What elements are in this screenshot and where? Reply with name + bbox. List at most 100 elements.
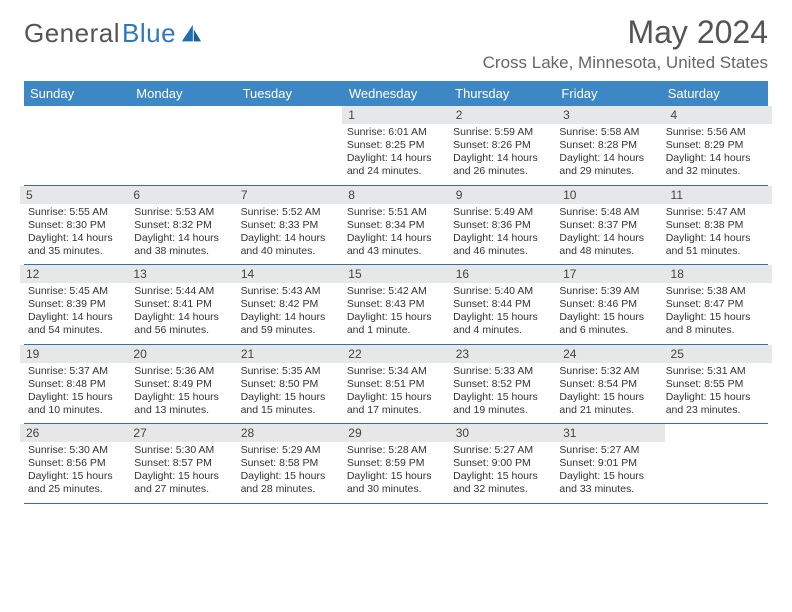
day-details: Sunrise: 5:27 AMSunset: 9:01 PMDaylight:… — [559, 444, 657, 497]
day-number: 18 — [665, 265, 772, 283]
day-number: 2 — [450, 106, 557, 124]
day-number: 4 — [665, 106, 772, 124]
day-number: 19 — [20, 345, 127, 363]
day-cell: Sunrise: 5:36 AMSunset: 8:49 PMDaylight:… — [130, 365, 236, 424]
day-number: 27 — [127, 424, 234, 442]
day-number-row: 567891011 — [20, 186, 772, 204]
day-details: Sunrise: 5:49 AMSunset: 8:36 PMDaylight:… — [453, 206, 551, 259]
day-details: Sunrise: 5:32 AMSunset: 8:54 PMDaylight:… — [559, 365, 657, 418]
day-cell: Sunrise: 5:42 AMSunset: 8:43 PMDaylight:… — [343, 285, 449, 344]
day-number: 16 — [450, 265, 557, 283]
dow-friday: Friday — [555, 81, 661, 106]
day-number-row: 1234 — [20, 106, 772, 124]
day-number — [235, 106, 342, 124]
day-cell: Sunrise: 5:39 AMSunset: 8:46 PMDaylight:… — [555, 285, 661, 344]
day-cell: Sunrise: 5:49 AMSunset: 8:36 PMDaylight:… — [449, 206, 555, 265]
logo-word1: General — [24, 18, 120, 49]
day-details: Sunrise: 5:59 AMSunset: 8:26 PMDaylight:… — [453, 126, 551, 179]
day-cell: Sunrise: 5:51 AMSunset: 8:34 PMDaylight:… — [343, 206, 449, 265]
day-cell: Sunrise: 5:35 AMSunset: 8:50 PMDaylight:… — [237, 365, 343, 424]
day-cell: Sunrise: 5:44 AMSunset: 8:41 PMDaylight:… — [130, 285, 236, 344]
day-details: Sunrise: 5:58 AMSunset: 8:28 PMDaylight:… — [559, 126, 657, 179]
day-cell: Sunrise: 5:34 AMSunset: 8:51 PMDaylight:… — [343, 365, 449, 424]
day-details: Sunrise: 5:33 AMSunset: 8:52 PMDaylight:… — [453, 365, 551, 418]
day-details: Sunrise: 5:36 AMSunset: 8:49 PMDaylight:… — [134, 365, 232, 418]
day-cell: Sunrise: 5:55 AMSunset: 8:30 PMDaylight:… — [24, 206, 130, 265]
dow-saturday: Saturday — [662, 81, 768, 106]
day-number: 1 — [342, 106, 449, 124]
day-cell: Sunrise: 5:59 AMSunset: 8:26 PMDaylight:… — [449, 126, 555, 185]
title-block: May 2024 Cross Lake, Minnesota, United S… — [483, 14, 768, 73]
day-details: Sunrise: 5:53 AMSunset: 8:32 PMDaylight:… — [134, 206, 232, 259]
day-number: 20 — [127, 345, 234, 363]
week-row: 19202122232425Sunrise: 5:37 AMSunset: 8:… — [24, 345, 768, 425]
day-details: Sunrise: 5:39 AMSunset: 8:46 PMDaylight:… — [559, 285, 657, 338]
day-cell: Sunrise: 5:58 AMSunset: 8:28 PMDaylight:… — [555, 126, 661, 185]
day-details: Sunrise: 5:55 AMSunset: 8:30 PMDaylight:… — [28, 206, 126, 259]
calendar-page: General Blue May 2024 Cross Lake, Minnes… — [0, 0, 792, 612]
day-cell: Sunrise: 5:47 AMSunset: 8:38 PMDaylight:… — [662, 206, 768, 265]
calendar: SundayMondayTuesdayWednesdayThursdayFrid… — [24, 81, 768, 504]
sail-icon — [180, 23, 202, 45]
day-number: 9 — [450, 186, 557, 204]
week-row: 262728293031Sunrise: 5:30 AMSunset: 8:56… — [24, 424, 768, 504]
day-cell — [130, 126, 236, 185]
day-cell — [237, 126, 343, 185]
day-number: 14 — [235, 265, 342, 283]
logo: General Blue — [24, 18, 202, 49]
day-cell: Sunrise: 5:40 AMSunset: 8:44 PMDaylight:… — [449, 285, 555, 344]
day-number: 7 — [235, 186, 342, 204]
day-number: 5 — [20, 186, 127, 204]
location: Cross Lake, Minnesota, United States — [483, 53, 768, 73]
day-details: Sunrise: 5:38 AMSunset: 8:47 PMDaylight:… — [666, 285, 764, 338]
day-number — [665, 424, 772, 442]
day-cell: Sunrise: 5:31 AMSunset: 8:55 PMDaylight:… — [662, 365, 768, 424]
dow-tuesday: Tuesday — [237, 81, 343, 106]
dow-monday: Monday — [130, 81, 236, 106]
day-body-row: Sunrise: 5:55 AMSunset: 8:30 PMDaylight:… — [24, 206, 768, 265]
day-number: 11 — [665, 186, 772, 204]
day-details: Sunrise: 5:28 AMSunset: 8:59 PMDaylight:… — [347, 444, 445, 497]
week-row: 1234Sunrise: 6:01 AMSunset: 8:25 PMDayli… — [24, 106, 768, 186]
day-number: 15 — [342, 265, 449, 283]
day-details: Sunrise: 5:52 AMSunset: 8:33 PMDaylight:… — [241, 206, 339, 259]
day-cell: Sunrise: 5:48 AMSunset: 8:37 PMDaylight:… — [555, 206, 661, 265]
day-details: Sunrise: 5:45 AMSunset: 8:39 PMDaylight:… — [28, 285, 126, 338]
day-number: 8 — [342, 186, 449, 204]
day-cell: Sunrise: 5:43 AMSunset: 8:42 PMDaylight:… — [237, 285, 343, 344]
month-title: May 2024 — [483, 14, 768, 51]
day-details: Sunrise: 5:47 AMSunset: 8:38 PMDaylight:… — [666, 206, 764, 259]
day-body-row: Sunrise: 6:01 AMSunset: 8:25 PMDaylight:… — [24, 126, 768, 185]
day-details: Sunrise: 5:37 AMSunset: 8:48 PMDaylight:… — [28, 365, 126, 418]
day-number: 22 — [342, 345, 449, 363]
dow-sunday: Sunday — [24, 81, 130, 106]
day-cell: Sunrise: 5:30 AMSunset: 8:57 PMDaylight:… — [130, 444, 236, 503]
day-details: Sunrise: 5:31 AMSunset: 8:55 PMDaylight:… — [666, 365, 764, 418]
day-number: 3 — [557, 106, 664, 124]
day-number: 26 — [20, 424, 127, 442]
day-cell: Sunrise: 5:27 AMSunset: 9:01 PMDaylight:… — [555, 444, 661, 503]
day-cell: Sunrise: 6:01 AMSunset: 8:25 PMDaylight:… — [343, 126, 449, 185]
day-details: Sunrise: 5:42 AMSunset: 8:43 PMDaylight:… — [347, 285, 445, 338]
day-number: 30 — [450, 424, 557, 442]
day-details: Sunrise: 5:51 AMSunset: 8:34 PMDaylight:… — [347, 206, 445, 259]
day-number-row: 19202122232425 — [20, 345, 772, 363]
day-details: Sunrise: 5:48 AMSunset: 8:37 PMDaylight:… — [559, 206, 657, 259]
day-number-row: 262728293031 — [20, 424, 772, 442]
week-row: 567891011Sunrise: 5:55 AMSunset: 8:30 PM… — [24, 186, 768, 266]
day-number: 28 — [235, 424, 342, 442]
week-row: 12131415161718Sunrise: 5:45 AMSunset: 8:… — [24, 265, 768, 345]
day-cell: Sunrise: 5:56 AMSunset: 8:29 PMDaylight:… — [662, 126, 768, 185]
day-cell: Sunrise: 5:52 AMSunset: 8:33 PMDaylight:… — [237, 206, 343, 265]
day-cell: Sunrise: 5:53 AMSunset: 8:32 PMDaylight:… — [130, 206, 236, 265]
day-cell: Sunrise: 5:28 AMSunset: 8:59 PMDaylight:… — [343, 444, 449, 503]
day-number: 25 — [665, 345, 772, 363]
day-number: 13 — [127, 265, 234, 283]
day-cell: Sunrise: 5:27 AMSunset: 9:00 PMDaylight:… — [449, 444, 555, 503]
day-cell: Sunrise: 5:38 AMSunset: 8:47 PMDaylight:… — [662, 285, 768, 344]
dow-wednesday: Wednesday — [343, 81, 449, 106]
day-number: 10 — [557, 186, 664, 204]
day-cell: Sunrise: 5:32 AMSunset: 8:54 PMDaylight:… — [555, 365, 661, 424]
header: General Blue May 2024 Cross Lake, Minnes… — [24, 14, 768, 73]
day-details: Sunrise: 5:30 AMSunset: 8:57 PMDaylight:… — [134, 444, 232, 497]
